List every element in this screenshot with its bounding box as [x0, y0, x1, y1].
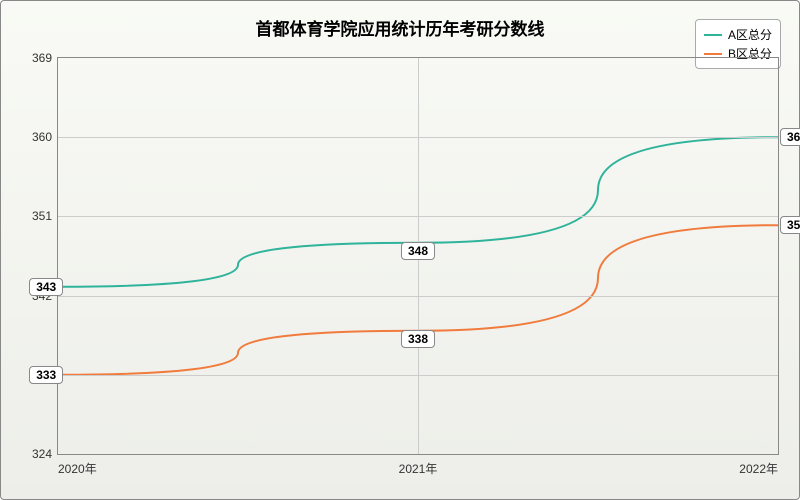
x-tick-label: 2022年	[739, 460, 778, 477]
y-tick-label: 324	[32, 447, 52, 461]
y-tick-label: 360	[32, 130, 52, 144]
x-tick-label: 2021年	[399, 460, 438, 477]
legend-label-a: A区总分	[728, 26, 772, 43]
x-tick-label: 2020年	[58, 460, 97, 477]
y-tick-label: 369	[32, 51, 52, 65]
data-label: 333	[29, 366, 63, 384]
legend-item-a: A区总分	[704, 26, 772, 43]
data-label: 350	[780, 216, 800, 234]
legend-swatch-a	[704, 34, 722, 36]
chart-title: 首都体育学院应用统计历年考研分数线	[1, 15, 799, 40]
data-label: 338	[401, 330, 435, 348]
plot-area: 3243333423513603692020年2021年2022年3433483…	[57, 57, 779, 455]
legend-swatch-b	[704, 53, 722, 55]
data-label: 343	[29, 278, 63, 296]
chart-container: 首都体育学院应用统计历年考研分数线 A区总分 B区总分 324333342351…	[0, 0, 800, 500]
data-label: 360	[780, 128, 800, 146]
data-label: 348	[401, 242, 435, 260]
y-tick-label: 351	[32, 209, 52, 223]
